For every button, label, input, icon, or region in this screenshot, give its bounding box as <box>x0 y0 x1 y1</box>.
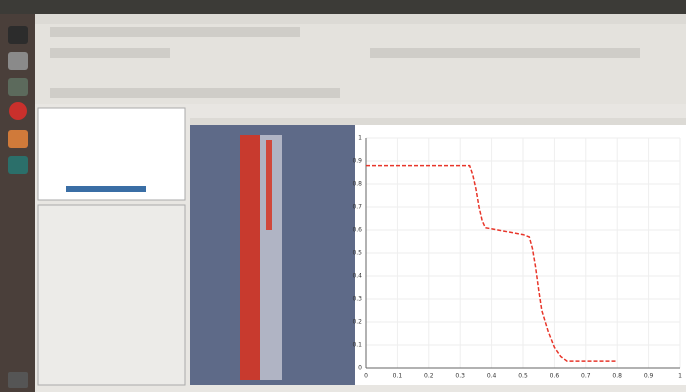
toolbar <box>370 48 640 58</box>
launcher-icon[interactable] <box>8 372 28 388</box>
chart-view <box>355 125 686 385</box>
x-tick-label: 0 <box>364 373 368 380</box>
y-tick-label: 0.7 <box>352 204 362 211</box>
x-tick-label: 0.4 <box>487 373 497 380</box>
x-tick-label: 0.2 <box>424 373 434 380</box>
launcher-icon[interactable] <box>8 156 28 174</box>
launcher <box>0 14 35 392</box>
x-tick-label: 0.8 <box>612 373 622 380</box>
y-tick-label: 1 <box>358 135 362 142</box>
x-tick-label: 0.5 <box>518 373 528 380</box>
view-tabs <box>190 118 686 125</box>
x-tick-label: 0.7 <box>581 373 591 380</box>
y-tick-label: 0.8 <box>352 181 362 188</box>
toolbar <box>50 27 300 37</box>
screen: 0 0.1 0.2 0.3 0.4 0.5 0.6 0.7 0.8 0.9 1 0 0.1 0.2 0.3 0… <box>0 0 686 392</box>
y-tick-label: 0.2 <box>352 319 362 326</box>
render-object <box>240 135 260 380</box>
toolbar <box>50 88 340 98</box>
top-bar <box>0 0 686 14</box>
launcher-icon[interactable] <box>9 102 27 120</box>
y-tick-label: 0.5 <box>352 250 362 257</box>
y-tick-label: 0.6 <box>352 227 362 234</box>
selected-item[interactable] <box>66 186 146 192</box>
launcher-icon[interactable] <box>8 78 28 96</box>
y-tick-label: 0.4 <box>352 273 362 280</box>
y-tick-label: 0.1 <box>352 342 362 349</box>
launcher-icon[interactable] <box>8 26 28 44</box>
y-tick-label: 0.9 <box>352 158 362 165</box>
toolbar <box>50 48 170 58</box>
x-tick-label: 0.6 <box>550 373 560 380</box>
y-tick-label: 0 <box>358 365 362 372</box>
y-tick-label: 0.3 <box>352 296 362 303</box>
color-legend <box>266 140 272 230</box>
x-tick-label: 0.1 <box>393 373 403 380</box>
properties-panel <box>38 205 185 385</box>
x-tick-label: 0.3 <box>455 373 465 380</box>
x-tick-label: 1 <box>678 373 682 380</box>
x-tick-label: 0.9 <box>644 373 654 380</box>
desktop: 0 0.1 0.2 0.3 0.4 0.5 0.6 0.7 0.8 0.9 1 0 0.1 0.2 0.3 0… <box>0 0 686 392</box>
menu-bar <box>35 14 686 24</box>
launcher-icon[interactable] <box>8 52 28 70</box>
launcher-icon[interactable] <box>8 130 28 148</box>
